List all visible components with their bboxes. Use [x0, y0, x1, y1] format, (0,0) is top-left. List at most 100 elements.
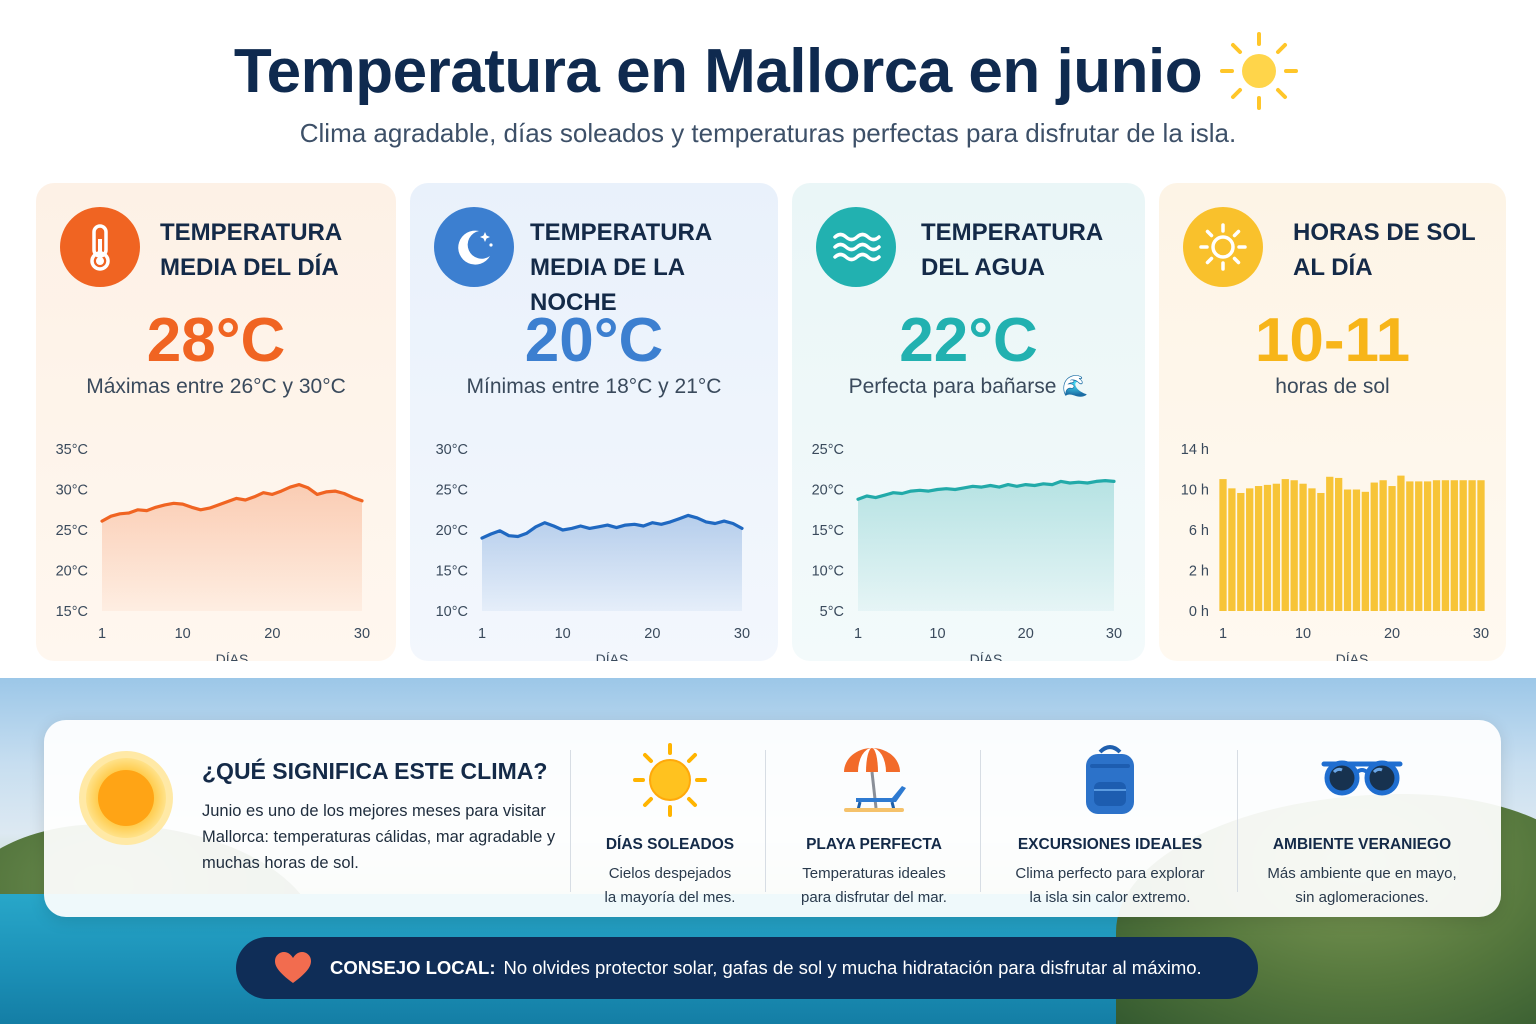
- x-tick-label: 20: [644, 626, 660, 642]
- bar: [1468, 480, 1476, 611]
- feature-summer-atmosphere: AMBIENTE VERANIEGO Más ambiente que en m…: [1247, 742, 1477, 906]
- bar: [1237, 492, 1245, 611]
- card-title: TEMPERATURA MEDIA DE LA NOCHE: [530, 219, 713, 316]
- bar: [1459, 480, 1467, 611]
- y-tick-label: 30°C: [56, 483, 88, 499]
- feature-ideal-excursions: EXCURSIONES IDEALES Clima perfecto para …: [990, 742, 1230, 906]
- chart-water-temperature: 25°C 20°C 15°C 10°C 5°C 1 10 20 30 DÍAS: [812, 442, 1122, 661]
- bar: [1450, 480, 1458, 611]
- waves-icon: [816, 207, 896, 287]
- bar: [1317, 492, 1325, 611]
- card-note: Máximas entre 26°C y 30°C: [86, 375, 346, 398]
- bar: [1272, 483, 1281, 611]
- card-water-temperature: TEMPERATURA DEL AGUA 22°C Perfecta para …: [792, 183, 1145, 661]
- feature-desc: Más ambiente que en mayo, sin aglomeracio…: [1267, 865, 1457, 906]
- card-night-temperature: TEMPERATURA MEDIA DE LA NOCHE 20°C Mínim…: [410, 183, 778, 661]
- x-tick-label: 10: [1295, 626, 1311, 642]
- x-tick-label: 10: [929, 626, 945, 642]
- local-tip-banner: CONSEJO LOCAL: No olvides protector sola…: [236, 937, 1258, 999]
- page-subtitle: Clima agradable, días soleados y tempera…: [299, 118, 1237, 148]
- bar: [1441, 480, 1450, 611]
- y-tick-label: 15°C: [812, 523, 844, 539]
- sun-icon: [1183, 207, 1263, 287]
- x-axis-label: DÍAS: [596, 651, 629, 661]
- y-tick-label: 25°C: [56, 523, 88, 539]
- bar: [1263, 484, 1272, 611]
- bar: [1477, 480, 1485, 611]
- bar: [1415, 481, 1423, 611]
- divider: [1237, 750, 1238, 892]
- x-axis-label: DÍAS: [216, 651, 249, 661]
- y-tick-label: 5°C: [820, 604, 844, 620]
- x-tick-label: 30: [354, 626, 370, 642]
- bar: [1379, 480, 1387, 611]
- y-tick-label: 10 h: [1181, 483, 1209, 499]
- x-tick-label: 20: [264, 626, 280, 642]
- card-value: 28°C: [146, 306, 286, 375]
- x-tick-label: 20: [1018, 626, 1034, 642]
- bar: [1228, 488, 1236, 611]
- moon-icon: [434, 207, 514, 287]
- beach-umbrella-icon: [844, 748, 906, 812]
- bar: [1352, 489, 1361, 611]
- y-tick-label: 15°C: [436, 564, 468, 580]
- sun-icon: [633, 743, 707, 817]
- x-axis-label: DÍAS: [1336, 651, 1369, 661]
- bar: [1388, 486, 1396, 611]
- y-tick-label: 20°C: [436, 523, 468, 539]
- bar: [1370, 482, 1378, 611]
- card-sun-hours: HORAS DE SOL AL DÍA 10-11 horas de sol 1…: [1159, 183, 1506, 661]
- chart-day-temperature: 35°C 30°C 25°C 20°C 15°C 1 10 20 30 DÍAS: [56, 442, 370, 661]
- x-tick-label: 10: [555, 626, 571, 642]
- info-text: Junio es uno de los mejores meses para v…: [202, 802, 556, 872]
- y-tick-label: 10°C: [812, 564, 844, 580]
- y-tick-label: 25°C: [812, 442, 844, 458]
- bar: [1397, 475, 1405, 611]
- feature-perfect-beach: PLAYA PERFECTA Temperaturas ideales para …: [774, 742, 974, 906]
- feature-title: DÍAS SOLEADOS: [605, 836, 735, 853]
- bar: [1406, 481, 1414, 611]
- x-tick-label: 1: [1219, 626, 1227, 642]
- info-title: ¿QUÉ SIGNIFICA ESTE CLIMA?: [202, 758, 548, 784]
- series-line: [856, 479, 1116, 501]
- backpack-icon: [1086, 745, 1134, 814]
- series-line: [100, 483, 364, 523]
- sun-icon: [1220, 32, 1299, 110]
- card-note: Perfecta para bañarse 🌊: [848, 375, 1089, 398]
- y-tick-label: 25°C: [436, 483, 468, 499]
- x-axis-label: DÍAS: [970, 651, 1003, 661]
- x-tick-label: 30: [1473, 626, 1489, 642]
- bar: [1423, 481, 1432, 611]
- feature-sunny-days: DÍAS SOLEADOS Cielos despejados la mayorí…: [580, 742, 760, 906]
- x-tick-label: 1: [854, 626, 862, 642]
- sunglasses-icon: [1321, 760, 1403, 796]
- card-title: HORAS DE SOL AL DÍA: [1293, 219, 1476, 281]
- bar: [1432, 480, 1441, 611]
- bar: [1219, 479, 1227, 611]
- tip-text: No olvides protector solar, gafas de sol…: [503, 957, 1202, 978]
- series-area: [102, 484, 362, 611]
- feature-title: AMBIENTE VERANIEGO: [1272, 836, 1452, 853]
- feature-desc: Temperaturas ideales para disfrutar del m…: [801, 865, 947, 906]
- bar: [1308, 488, 1316, 611]
- card-value: 10-11: [1254, 306, 1411, 375]
- thermometer-icon: [60, 207, 140, 287]
- bar: [1254, 486, 1263, 611]
- card-title: TEMPERATURA DEL AGUA: [921, 219, 1104, 281]
- chart-sun-hours: 14 h 10 h 6 h 2 h 0 h 1 10 20 30 DÍAS: [1181, 442, 1489, 661]
- info-panel: ¿QUÉ SIGNIFICA ESTE CLIMA? Junio es uno …: [44, 720, 1501, 917]
- y-tick-label: 6 h: [1189, 523, 1209, 539]
- feature-desc: Clima perfecto para explorar la isla sin …: [1015, 865, 1205, 906]
- y-tick-label: 15°C: [56, 604, 88, 620]
- card-value: 20°C: [524, 306, 664, 375]
- bar: [1299, 483, 1307, 611]
- page-title: Temperatura en Mallorca en junio: [233, 36, 1203, 106]
- header: Temperatura en Mallorca en junio Clima a…: [0, 28, 1536, 149]
- bar: [1343, 489, 1352, 611]
- y-tick-label: 2 h: [1189, 564, 1209, 580]
- divider: [980, 750, 981, 892]
- y-tick-label: 30°C: [436, 442, 468, 458]
- feature-desc: Cielos despejados la mayoría del mes.: [604, 865, 736, 906]
- bar: [1361, 491, 1369, 611]
- bar: [1326, 476, 1334, 611]
